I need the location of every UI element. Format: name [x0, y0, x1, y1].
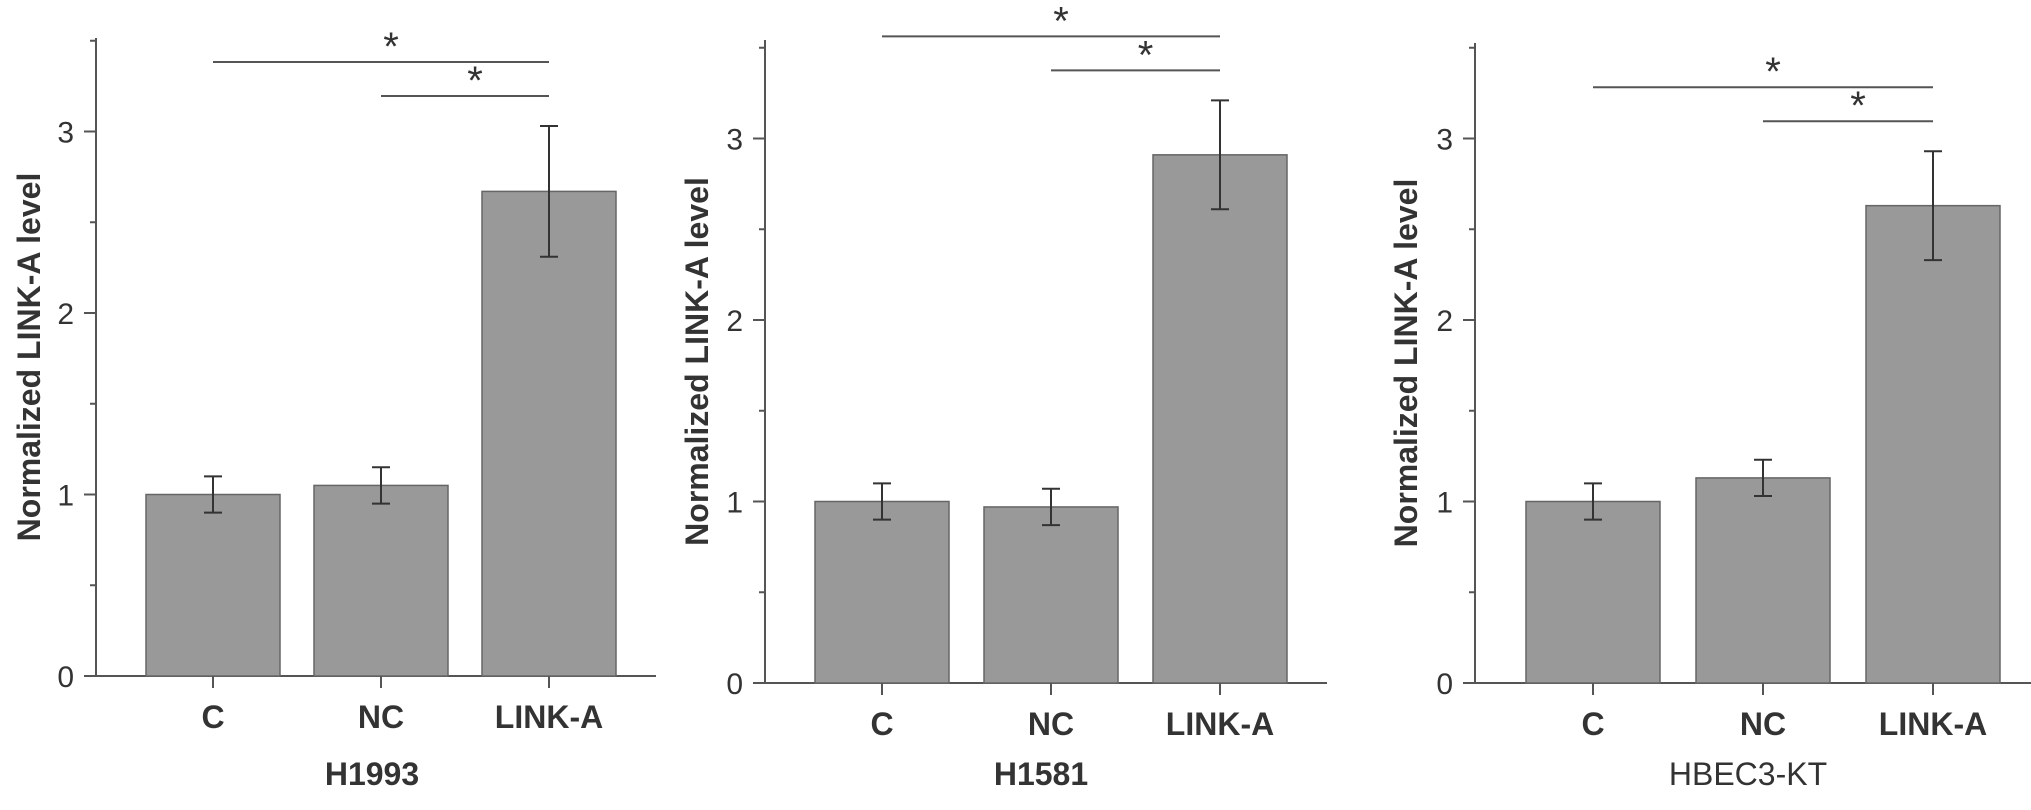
- bar-c: [1525, 500, 1661, 684]
- x-tick-label: NC: [358, 699, 404, 735]
- bar-nc: [1695, 477, 1831, 684]
- y-tick-label: 3: [1436, 124, 1453, 157]
- bar-link-a: [481, 190, 617, 677]
- x-tick-label: C: [1581, 706, 1604, 742]
- chart-panel-2: 0 1 2 3 Normalized LINK-A level C NC LINK-A * * H1…: [679, 0, 1327, 792]
- y-axis-label: Normalized LINK-A level: [1388, 179, 1424, 548]
- y-tick-label: 2: [57, 298, 74, 331]
- significance-star: *: [1138, 33, 1154, 77]
- y-tick-label: 3: [57, 117, 74, 150]
- y-tick-label: 1: [57, 480, 74, 513]
- bar-link-a: [1152, 154, 1288, 684]
- y-tick-label: 1: [726, 487, 743, 520]
- bar-nc: [983, 506, 1119, 684]
- x-tick-label: LINK-A: [1166, 706, 1274, 742]
- significance-star: *: [467, 59, 483, 103]
- panel-title: H1993: [325, 756, 419, 792]
- y-tick-label: 0: [1436, 668, 1453, 701]
- bar-nc: [313, 484, 449, 677]
- x-tick-label: LINK-A: [495, 699, 603, 735]
- significance-star: *: [1053, 0, 1069, 43]
- y-tick-label: 2: [726, 305, 743, 338]
- y-tick-label: 3: [726, 124, 743, 157]
- y-tick-label: 1: [1436, 487, 1453, 520]
- y-tick-label: 0: [57, 661, 74, 694]
- panel-title: HBEC3-KT: [1669, 756, 1827, 792]
- y-tick-label: 0: [726, 668, 743, 701]
- chart-panel-3: 0 1 2 3 Normalized LINK-A level C NC LINK-A * * HB…: [1388, 43, 2031, 792]
- x-tick-label: NC: [1740, 706, 1786, 742]
- chart-panel-1: 0 1 2 3 Normalized LINK-A level C NC LINK-A * * H1…: [11, 25, 656, 792]
- x-tick-label: NC: [1028, 706, 1074, 742]
- significance-star: *: [1850, 84, 1866, 128]
- significance-star: *: [1765, 50, 1781, 94]
- bar-c: [814, 500, 950, 684]
- panel-title: H1581: [994, 756, 1088, 792]
- x-tick-label: C: [870, 706, 893, 742]
- bar-link-a: [1865, 204, 2001, 684]
- bar-c: [145, 493, 281, 677]
- significance-star: *: [383, 25, 399, 69]
- y-axis-label: Normalized LINK-A level: [679, 177, 715, 546]
- x-tick-label: C: [201, 699, 224, 735]
- y-axis-label: Normalized LINK-A level: [11, 173, 47, 542]
- y-tick-label: 2: [1436, 305, 1453, 338]
- x-tick-label: LINK-A: [1879, 706, 1987, 742]
